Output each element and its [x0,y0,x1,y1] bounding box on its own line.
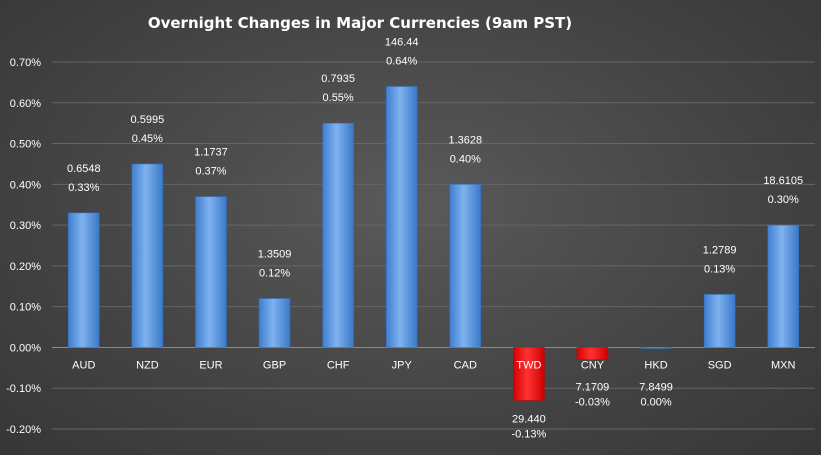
bar-nzd [131,163,164,348]
y-tick-label: 0.30% [10,220,41,232]
y-tick-label: 0.40% [10,179,41,191]
bar-cny [576,347,609,360]
data-label-rate: 29.440 [512,413,546,425]
data-label-value: 0.13% [704,263,735,275]
y-tick-label: -0.20% [6,424,41,436]
x-tick-label: TWD [516,359,541,371]
x-tick-label: HKD [644,359,667,371]
bar-gbp [258,298,291,348]
data-label-rate: 7.1709 [576,381,610,393]
x-tick-label: SGD [708,359,732,371]
data-label-value: 0.45% [132,133,163,145]
x-tick-label: CNY [581,359,605,371]
bar-eur [195,196,227,348]
bar-mxn [767,224,799,348]
bar-aud [68,212,100,348]
bars [68,86,799,401]
y-tick-label: 0.50% [10,139,41,151]
data-label-value: 0.12% [259,268,290,280]
data-label-value: 0.33% [68,182,99,194]
bar-hkd [640,347,672,349]
data-label-value: -0.13% [511,428,546,440]
data-label-value: 0.64% [386,55,417,67]
x-tick-label: EUR [199,359,222,371]
y-tick-label: 0.60% [10,98,41,110]
y-tick-label: -0.10% [6,383,41,395]
data-label-rate: 1.3509 [258,249,292,261]
bar-twd [513,347,545,401]
data-label-rate: 1.1737 [194,147,228,159]
data-label-rate: 1.3628 [448,134,482,146]
data-label-rate: 7.8499 [639,381,673,393]
bar-chf [322,122,354,348]
x-tick-label: JPY [392,359,413,371]
bar-jpy [385,86,418,348]
y-tick-label: 0.70% [10,57,41,69]
y-axis: 0.70% 0.60% 0.50% 0.40% 0.30% 0.20% 0.10% 0.00%… [6,57,41,436]
data-label-rate: 0.7935 [321,73,355,85]
data-label-value: 0.40% [450,153,481,165]
data-label-rate: 146.44 [385,36,419,48]
data-label-value: -0.03% [575,396,610,408]
gridlines [52,61,815,430]
data-label-rate: 18.6105 [763,175,803,187]
data-label-value: 0.55% [323,92,354,104]
x-tick-label: GBP [263,359,286,371]
data-label-value: 0.00% [640,396,671,408]
x-tick-label: CHF [327,359,350,371]
x-axis: AUD NZD EUR GBP CHF JPY CAD TWD CNY HKD SGD MXN [72,359,795,371]
data-labels: 0.6548 0.33% 0.5995 0.45% 1.1737 0.37% 1.3509 0… [67,36,803,440]
y-tick-label: 0.00% [10,342,41,354]
x-tick-label: MXN [771,359,796,371]
data-label-rate: 1.2789 [703,244,737,256]
data-label-rate: 0.5995 [131,114,165,126]
chart-title: Overnight Changes in Major Currencies (9… [148,14,572,32]
bar-sgd [703,294,736,348]
x-tick-label: CAD [454,359,477,371]
data-label-rate: 0.6548 [67,163,101,175]
y-tick-label: 0.20% [10,261,41,273]
x-tick-label: NZD [136,359,159,371]
y-tick-label: 0.10% [10,302,41,314]
data-label-value: 0.37% [195,166,226,178]
bar-cad [449,184,482,348]
x-tick-label: AUD [72,359,95,371]
data-label-value: 0.30% [768,194,799,206]
